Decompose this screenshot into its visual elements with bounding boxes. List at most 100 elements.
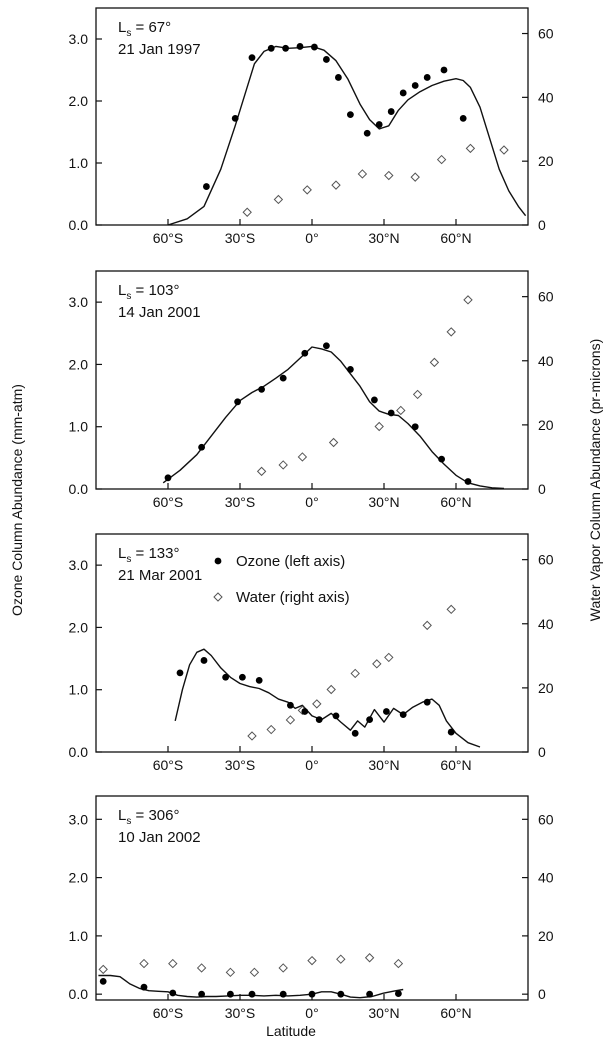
legend-ozone-marker [214,557,222,565]
water-point [446,604,456,615]
y-left-tick-label: 3.0 [69,294,89,310]
y-left-tick-label: 0.0 [69,217,89,233]
ls-annotation: Ls = 67° [118,19,171,39]
y-right-tick-label: 20 [538,680,554,696]
ozone-point [440,66,448,74]
ls-value: = 306° [131,807,179,824]
ozone-point [203,183,210,190]
water-point [393,958,404,969]
ozone-point [99,977,107,985]
x-tick-label: 30°N [368,1005,399,1021]
ozone-point [296,43,304,50]
x-tick-label: 30°S [225,494,256,510]
date-annotation: 14 Jan 2001 [118,304,201,321]
water-point [446,327,456,337]
ozone-point [383,708,390,715]
water-point [285,715,296,725]
x-tick-label: 60°S [153,757,184,773]
ozone-point [459,114,467,122]
water-point [374,421,384,432]
ozone-point [371,396,378,404]
water-point [410,172,420,182]
y-left-tick-label: 3.0 [69,557,89,573]
y-right-tick-label: 40 [538,616,554,632]
ozone-point [423,74,431,81]
legend-water-label: Water (right axis) [236,589,350,606]
ls-annotation: Ls = 103° [118,282,179,302]
y-right-tick-label: 20 [538,153,554,169]
ls-subscript: s [126,816,131,827]
y-left-tick-label: 2.0 [69,619,89,635]
y-right-tick-label: 0 [538,481,546,497]
legend-ozone-label: Ozone (left axis) [236,553,345,570]
ozone-point [239,673,246,681]
water-point [225,967,236,978]
water-point [98,964,108,975]
y-right-tick-label: 40 [538,89,554,105]
x-tick-label: 30°N [368,230,399,246]
y-left-tick-label: 0.0 [69,986,89,1002]
y-left-tick-label: 0.0 [69,744,89,760]
water-point [429,357,440,368]
water-point [384,652,394,663]
x-tick-label: 30°S [225,1005,256,1021]
ls-subscript: s [126,28,131,39]
ozone-point [301,349,309,357]
ozone-point [411,423,419,431]
panel-4: 60°S 30°S 0° 30°N 60°N 0.0 1.0 2.0 3.0 0 20 40 60 Ls … [69,795,554,1021]
water-point [168,958,178,969]
water-point [302,185,312,195]
ls-subscript: s [126,554,131,565]
water-point [436,154,447,165]
water-point [247,731,257,741]
left-axis-label: Ozone Column Abundance (mm-atm) [9,384,25,616]
ozone-point [248,990,256,998]
ozone-point [222,673,230,681]
ls-annotation: Ls = 306° [118,807,179,827]
ozone-point [227,990,234,998]
water-point [278,963,288,973]
y-right-tick-label: 20 [538,928,554,944]
water-point [463,295,473,305]
water-point [278,460,288,470]
ls-value: = 103° [131,282,179,299]
y-left-tick-label: 1.0 [69,682,89,698]
ozone-point [464,478,472,485]
y-right-tick-label: 60 [538,552,554,568]
model-curve [98,974,404,999]
ozone-point [399,89,407,97]
ozone-point [347,366,354,373]
y-right-tick-label: 60 [538,26,554,42]
panels: 60°S 30°S 0° 30°N 60°N 0.0 1.0 2.0 3.0 0 20 40 60 Ls … [69,7,554,1021]
water-point [312,699,322,709]
water-point [384,170,394,181]
ozone-point [169,989,177,997]
y-right-tick-label: 0 [538,744,546,760]
ozone-point [279,374,287,382]
x-tick-label: 60°N [440,757,471,773]
ozone-point [267,44,275,52]
ozone-point [375,121,383,128]
date-annotation: 21 Jan 1997 [118,41,201,58]
ls-symbol: L [118,19,126,36]
water-point [422,620,432,631]
ozone-point [140,983,148,991]
ozone-point [198,990,206,998]
x-tick-label: 0° [305,1005,318,1021]
ozone-point [363,129,371,137]
plot-frame [95,795,529,1001]
y-left-tick-label: 2.0 [69,870,89,886]
x-tick-label: 30°N [368,494,399,510]
ozone-point [258,385,265,393]
ozone-point [337,990,345,998]
ozone-point [311,43,318,51]
x-tick-label: 0° [305,230,318,246]
water-point [396,405,406,416]
ozone-point [423,698,431,706]
ozone-point [366,990,373,998]
y-left-tick-label: 3.0 [69,811,89,827]
ls-symbol: L [118,545,126,562]
water-point [326,684,336,695]
y-right-tick-label: 40 [538,870,554,886]
water-point [328,437,339,448]
